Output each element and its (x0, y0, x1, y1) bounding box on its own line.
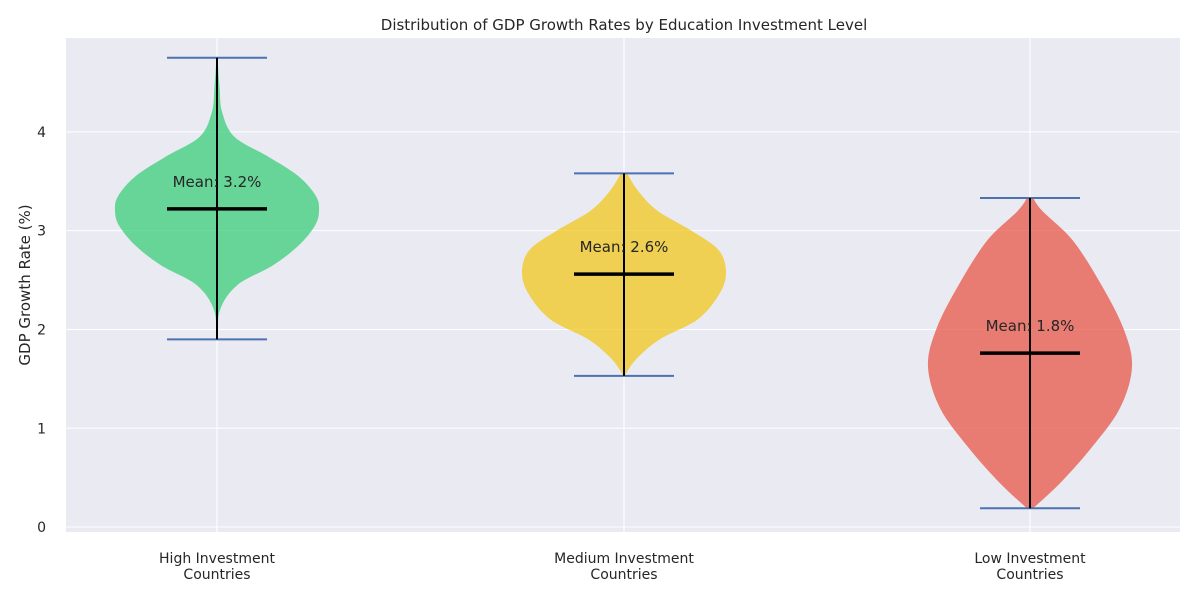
x-axis-ticks: High Investment Countries Medium Investmen… (159, 551, 1086, 583)
mean-annotation: Mean: 2.6% (580, 238, 669, 256)
y-tick-label: 0 (37, 520, 46, 536)
mean-annotation: Mean: 3.2% (173, 173, 262, 191)
chart-title: Distribution of GDP Growth Rates by Educ… (381, 16, 867, 34)
y-tick-label: 3 (37, 224, 46, 240)
y-axis-label: GDP Growth Rate (%) (16, 204, 34, 365)
violins: Mean: 3.2% Mean: 2.6% Mean: 1.8% (114, 56, 1133, 510)
x-tick-label: High Investment Countries (159, 551, 275, 583)
x-tick-label: Medium Investment Countries (554, 551, 694, 583)
y-tick-label: 1 (37, 421, 46, 437)
violin-group: Mean: 1.8% (927, 197, 1133, 510)
y-tick-label: 2 (37, 322, 46, 338)
violin-group: Mean: 3.2% (114, 56, 320, 341)
y-tick-label: 4 (37, 125, 46, 141)
violin-group: Mean: 2.6% (522, 172, 726, 377)
y-axis-ticks: 0 1 2 3 4 (37, 125, 46, 536)
mean-annotation: Mean: 1.8% (986, 317, 1075, 335)
x-tick-label: Low Investment Countries (974, 551, 1086, 583)
